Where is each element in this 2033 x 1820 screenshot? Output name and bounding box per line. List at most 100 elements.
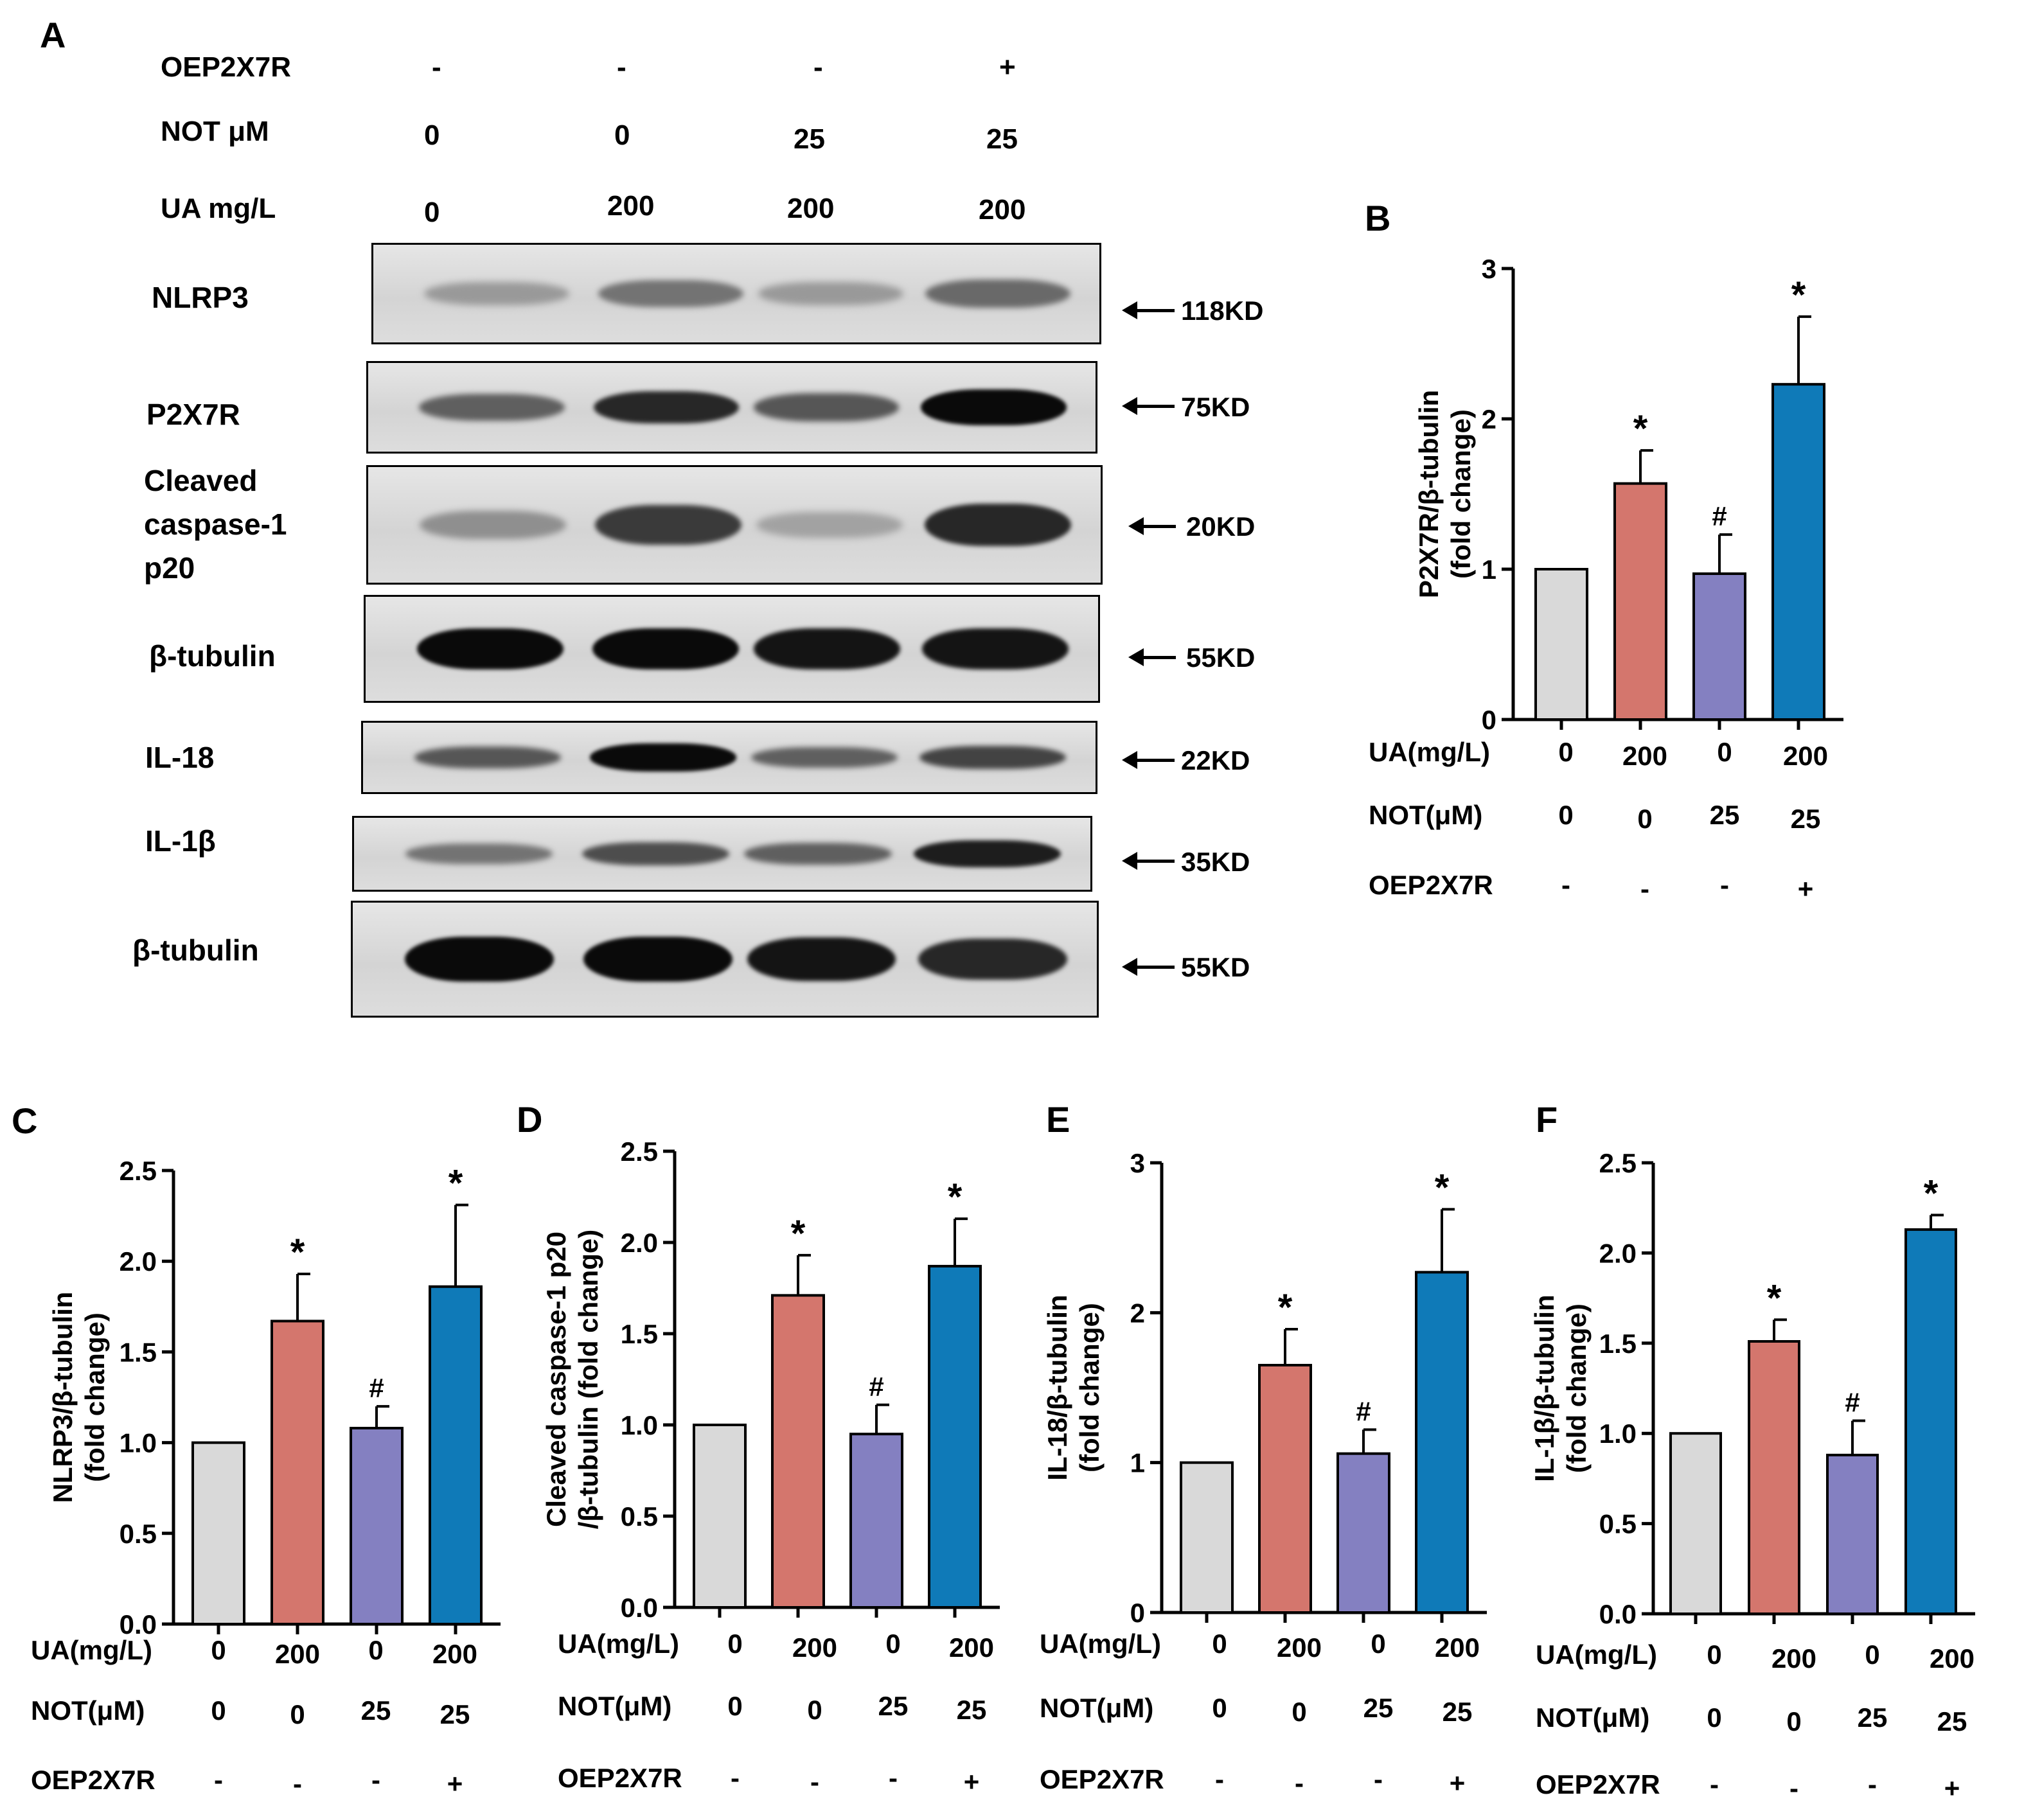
bar [1748,1339,1800,1615]
condition-value: 0 [1212,1693,1227,1723]
y-tick-label: 1.0 [120,1428,157,1458]
condition-value: 0 [1786,1706,1801,1736]
blot-band [419,510,566,540]
condition-value: 25 [878,1691,909,1721]
protein-label-tubulin-2: β-tubulin [132,933,259,967]
arrow-icon [1128,517,1176,535]
size-label-caspase1: 20KD [1186,511,1256,542]
y-tick-label: 2.0 [1599,1238,1637,1268]
y-axis-label: (fold change) [80,1312,110,1482]
condition-value: 0 [1637,804,1652,834]
blot-band [925,279,1070,308]
y-axis-label: (fold change) [1561,1303,1592,1473]
bar [1771,383,1825,721]
y-axis-label: /β-tubulin (fold change) [573,1230,603,1530]
treatment-label-oep: OEP2X7R [161,51,291,83]
condition-value: 25 [1710,800,1740,830]
condition-value: 0 [368,1635,383,1665]
condition-row-label: NOT(μM) [1369,800,1482,830]
blot-caspase1 [366,465,1103,585]
blot-band [414,747,561,768]
condition-value: + [964,1767,980,1797]
condition-row-label: NOT(μM) [1040,1693,1153,1723]
significance-mark: # [1712,501,1727,531]
blot-band [595,504,742,545]
protein-label-il18: IL-18 [145,741,215,774]
bar [1669,1432,1722,1615]
blot-band [744,843,892,865]
condition-row-label: UA(mg/L) [31,1635,152,1665]
blot-band [921,389,1067,425]
blot-band [747,937,896,982]
condition-row-label: OEP2X7R [31,1765,155,1795]
condition-value: 200 [1277,1632,1322,1663]
treatment-value: - [432,51,441,83]
significance-mark: * [290,1232,305,1273]
y-tick-label: 1.5 [120,1337,157,1367]
condition-value: - [1710,1769,1719,1799]
significance-mark: * [1767,1277,1782,1319]
condition-row-label: OEP2X7R [1040,1764,1164,1794]
bar [928,1264,982,1609]
condition-value: - [1374,1764,1383,1794]
blot-band [922,628,1069,669]
condition-value: 200 [1783,741,1828,771]
blot-band [405,936,554,982]
condition-value: 0 [727,1691,742,1721]
y-axis-label: (fold change) [1446,409,1476,579]
condition-row-label: UA(mg/L) [1536,1639,1657,1670]
panel-label: B [1365,198,1390,238]
y-tick-label: 3 [1130,1148,1145,1178]
treatment-value: - [617,51,626,83]
significance-mark: * [948,1176,963,1218]
condition-value: - [1295,1768,1304,1798]
y-tick-label: 2.0 [621,1228,658,1258]
bar [271,1320,324,1626]
condition-value: 200 [1622,741,1667,771]
condition-value: 200 [1435,1632,1480,1663]
bar [1692,572,1746,721]
blot-band [592,628,740,670]
arrow-icon [1122,751,1175,769]
condition-value: - [1789,1773,1798,1803]
size-label-il1b: 35KD [1181,847,1250,877]
significance-mark: * [1435,1167,1450,1208]
condition-row-label: UA(mg/L) [1369,737,1490,767]
condition-value: 0 [1707,1702,1721,1733]
y-tick-label: 1.0 [1599,1418,1637,1449]
bar [849,1433,903,1609]
y-tick-label: 0.5 [1599,1509,1637,1539]
treatment-value: 200 [607,190,655,222]
chart-panel-f: F 0.0 0.5 1.0 1.5 2.0 2.5 IL-1β/β-tubulin (fold … [1529,1099,1975,1803]
blot-band [751,747,898,768]
y-tick-label: 1.0 [621,1410,658,1440]
panel-label: F [1536,1099,1558,1140]
arrow-icon [1122,958,1175,976]
condition-value: 25 [1363,1693,1394,1723]
significance-mark: * [791,1213,806,1255]
condition-value: 0 [290,1699,305,1729]
blot-band [918,938,1067,980]
condition-value: - [1868,1769,1877,1799]
condition-value: - [1561,870,1570,900]
condition-value: - [293,1769,302,1799]
blot-band [919,745,1067,770]
protein-label-nlrp3: NLRP3 [152,281,249,314]
condition-value: - [731,1763,740,1793]
condition-value: 0 [1558,800,1573,830]
significance-mark: * [1924,1172,1939,1214]
significance-mark: * [1791,274,1806,316]
condition-value: 0 [211,1635,226,1665]
condition-row-label: UA(mg/L) [558,1629,679,1659]
condition-value: 0 [807,1695,822,1725]
treatment-label-not: NOT μM [161,116,269,147]
blot-band [405,844,553,864]
condition-value: + [1450,1768,1466,1798]
condition-value: 0 [1212,1629,1227,1659]
size-label-nlrp3: 118KD [1181,296,1264,326]
treatment-value: 0 [614,119,630,151]
y-tick-label: 0 [1482,705,1496,735]
condition-value: 0 [1865,1639,1879,1670]
blot-tubulin-2 [351,901,1099,1018]
condition-value: 0 [885,1629,900,1659]
